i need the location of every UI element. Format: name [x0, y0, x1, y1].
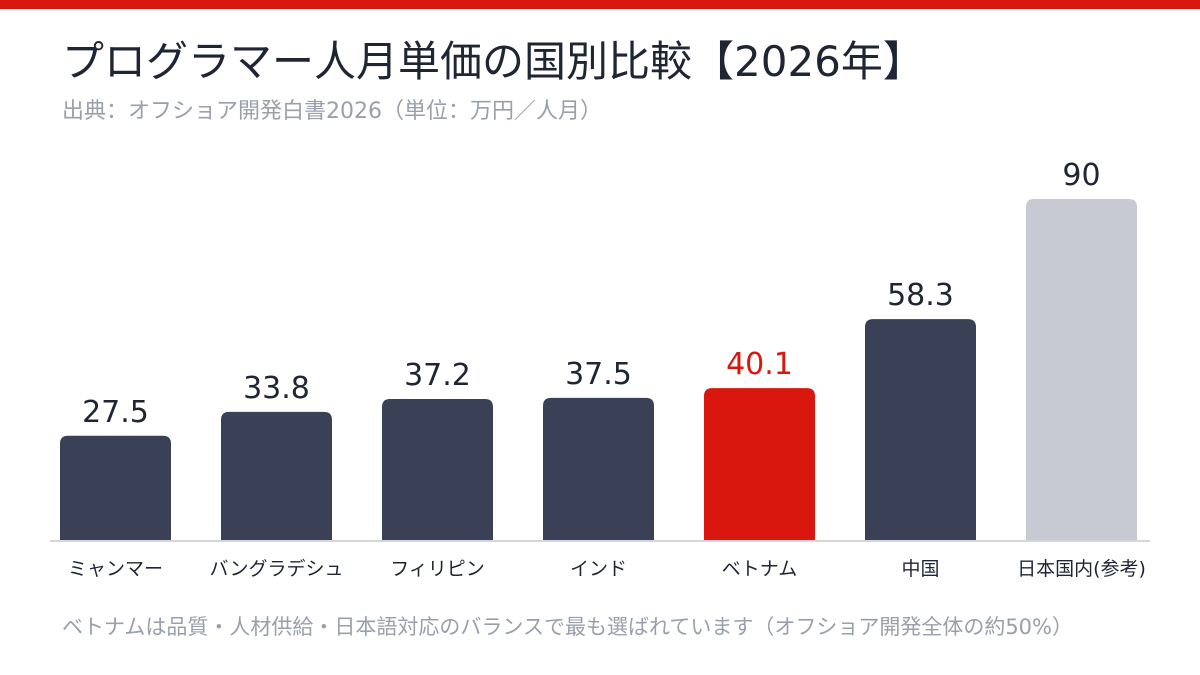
category-label: バングラデシュ [210, 558, 344, 580]
bar-value-label: 27.5 [82, 395, 149, 430]
top-accent-bar [0, 0, 1200, 9]
category-label: インド [570, 558, 627, 580]
category-label: フィリピン [390, 558, 485, 580]
page-subtitle: 出典：オフショア開発白書2026（単位：万円／人月） [62, 99, 602, 124]
bar-value-label: 90 [1062, 158, 1100, 193]
footnote: ベトナムは品質・人材供給・日本語対応のバランスで最も選ばれています（オフショア開… [62, 615, 1073, 639]
bar [1026, 199, 1137, 540]
bar [543, 397, 654, 540]
page-title: プログラマー人月単価の国別比較【2026年】 [62, 37, 925, 86]
bar-value-label: 37.2 [404, 358, 471, 393]
bar [704, 388, 815, 540]
bar [865, 319, 976, 540]
bar [382, 399, 493, 540]
bar-chart: 27.5 ミャンマー 33.8 バングラデシュ 37.2 フィリピン 37.5 インド 40.1… [50, 158, 1150, 580]
category-label: 日本国内(参考) [1017, 558, 1146, 580]
bar-value-label: 33.8 [243, 371, 310, 406]
category-label: ミャンマー [68, 558, 163, 580]
bar-value-label: 40.1 [726, 347, 793, 382]
bar [221, 411, 332, 540]
category-label: ベトナム [722, 558, 797, 580]
bar-value-label: 58.3 [887, 278, 954, 313]
category-label: 中国 [901, 558, 939, 580]
bar-value-label: 37.5 [565, 357, 632, 392]
bar [60, 435, 171, 540]
